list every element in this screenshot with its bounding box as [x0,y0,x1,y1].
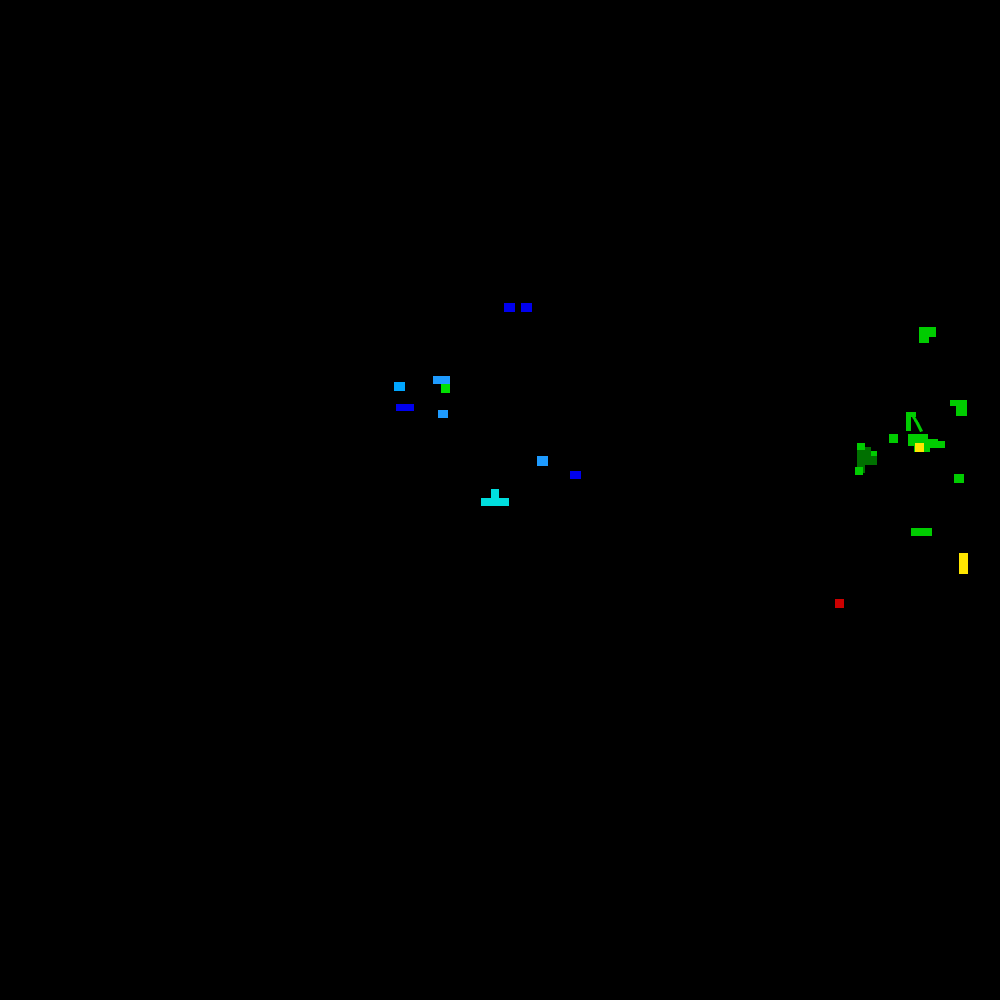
region-blue-square-upper-left [504,303,515,312]
region-yellow-bar-vertical [959,553,968,574]
region-green-hook-center [905,409,929,436]
region-green-square-lower-right [954,474,964,483]
region-green-square-small-mid [889,434,898,443]
region-green-bar-lower-right [911,528,932,536]
region-blue-square-upper-right [521,303,532,312]
region-red-square [835,599,844,608]
region-green-blob-dark-left [855,443,879,475]
region-azure-square-center [537,456,548,466]
region-green-yellow-bar-cluster [908,434,945,452]
region-azure-square-lower-left [438,410,448,418]
region-cyan-tee-shape [481,489,509,506]
region-green-notch-top-right [919,327,936,343]
region-azure-square-left [394,382,405,391]
region-blue-square-center-right [570,471,581,479]
region-blue-bar-left [396,404,414,411]
region-green-notch-right [950,400,967,416]
region-azure-green-pair [433,376,450,393]
